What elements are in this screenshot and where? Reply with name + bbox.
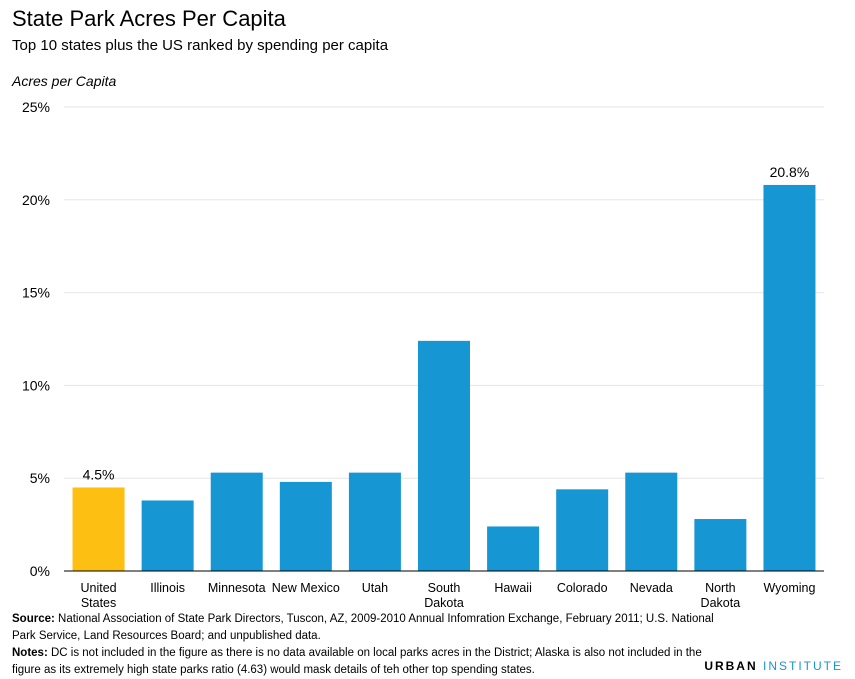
x-tick-label: United <box>80 581 116 595</box>
x-tick-label: Illinois <box>150 581 185 595</box>
bar <box>556 489 609 571</box>
x-tick-label: North <box>705 581 736 595</box>
x-tick-label: Minnesota <box>208 581 266 595</box>
x-tick-label: New Mexico <box>272 581 340 595</box>
bar <box>210 472 263 571</box>
y-tick-label: 10% <box>22 377 50 393</box>
x-tick-label: Hawaii <box>494 581 532 595</box>
bar <box>694 519 747 571</box>
bar <box>72 487 125 571</box>
x-tick-label: Dakota <box>424 596 464 610</box>
chart-title: State Park Acres Per Capita <box>12 6 286 31</box>
bar <box>625 472 678 571</box>
y-tick-label: 5% <box>30 470 50 486</box>
bar <box>418 340 470 571</box>
y-tick-label: 0% <box>30 563 50 579</box>
x-tick-label: Dakota <box>701 596 741 610</box>
source-text: National Association of State Park Direc… <box>12 613 714 642</box>
data-label: 20.8% <box>770 164 810 180</box>
notes-note: Notes: DC is not included in the figure … <box>12 645 732 679</box>
bar <box>279 481 332 571</box>
y-tick-label: 25% <box>22 99 50 115</box>
logo-part-1: URBAN <box>704 659 758 673</box>
notes-text: DC is not included in the figure as ther… <box>12 647 702 676</box>
y-tick-label: 20% <box>22 192 50 208</box>
x-tick-label: South <box>428 581 461 595</box>
y-axis-label: Acres per Capita <box>12 73 117 89</box>
bar <box>348 472 401 571</box>
bar <box>763 184 816 571</box>
urban-institute-logo: URBAN INSTITUTE <box>704 659 843 673</box>
footer-notes: Source: National Association of State Pa… <box>12 611 732 679</box>
bar <box>487 526 540 571</box>
logo-part-2: INSTITUTE <box>763 659 843 673</box>
notes-label: Notes: <box>12 647 48 659</box>
data-label: 4.5% <box>83 466 115 482</box>
x-tick-label: Colorado <box>557 581 608 595</box>
source-label: Source: <box>12 613 55 625</box>
source-note: Source: National Association of State Pa… <box>12 611 732 645</box>
y-tick-label: 15% <box>22 285 50 301</box>
x-tick-label: States <box>81 596 116 610</box>
chart-subtitle: Top 10 states plus the US ranked by spen… <box>12 37 389 54</box>
x-tick-label: Wyoming <box>763 581 815 595</box>
x-tick-label: Utah <box>362 581 388 595</box>
x-tick-label: Nevada <box>630 581 673 595</box>
bar <box>141 500 194 571</box>
